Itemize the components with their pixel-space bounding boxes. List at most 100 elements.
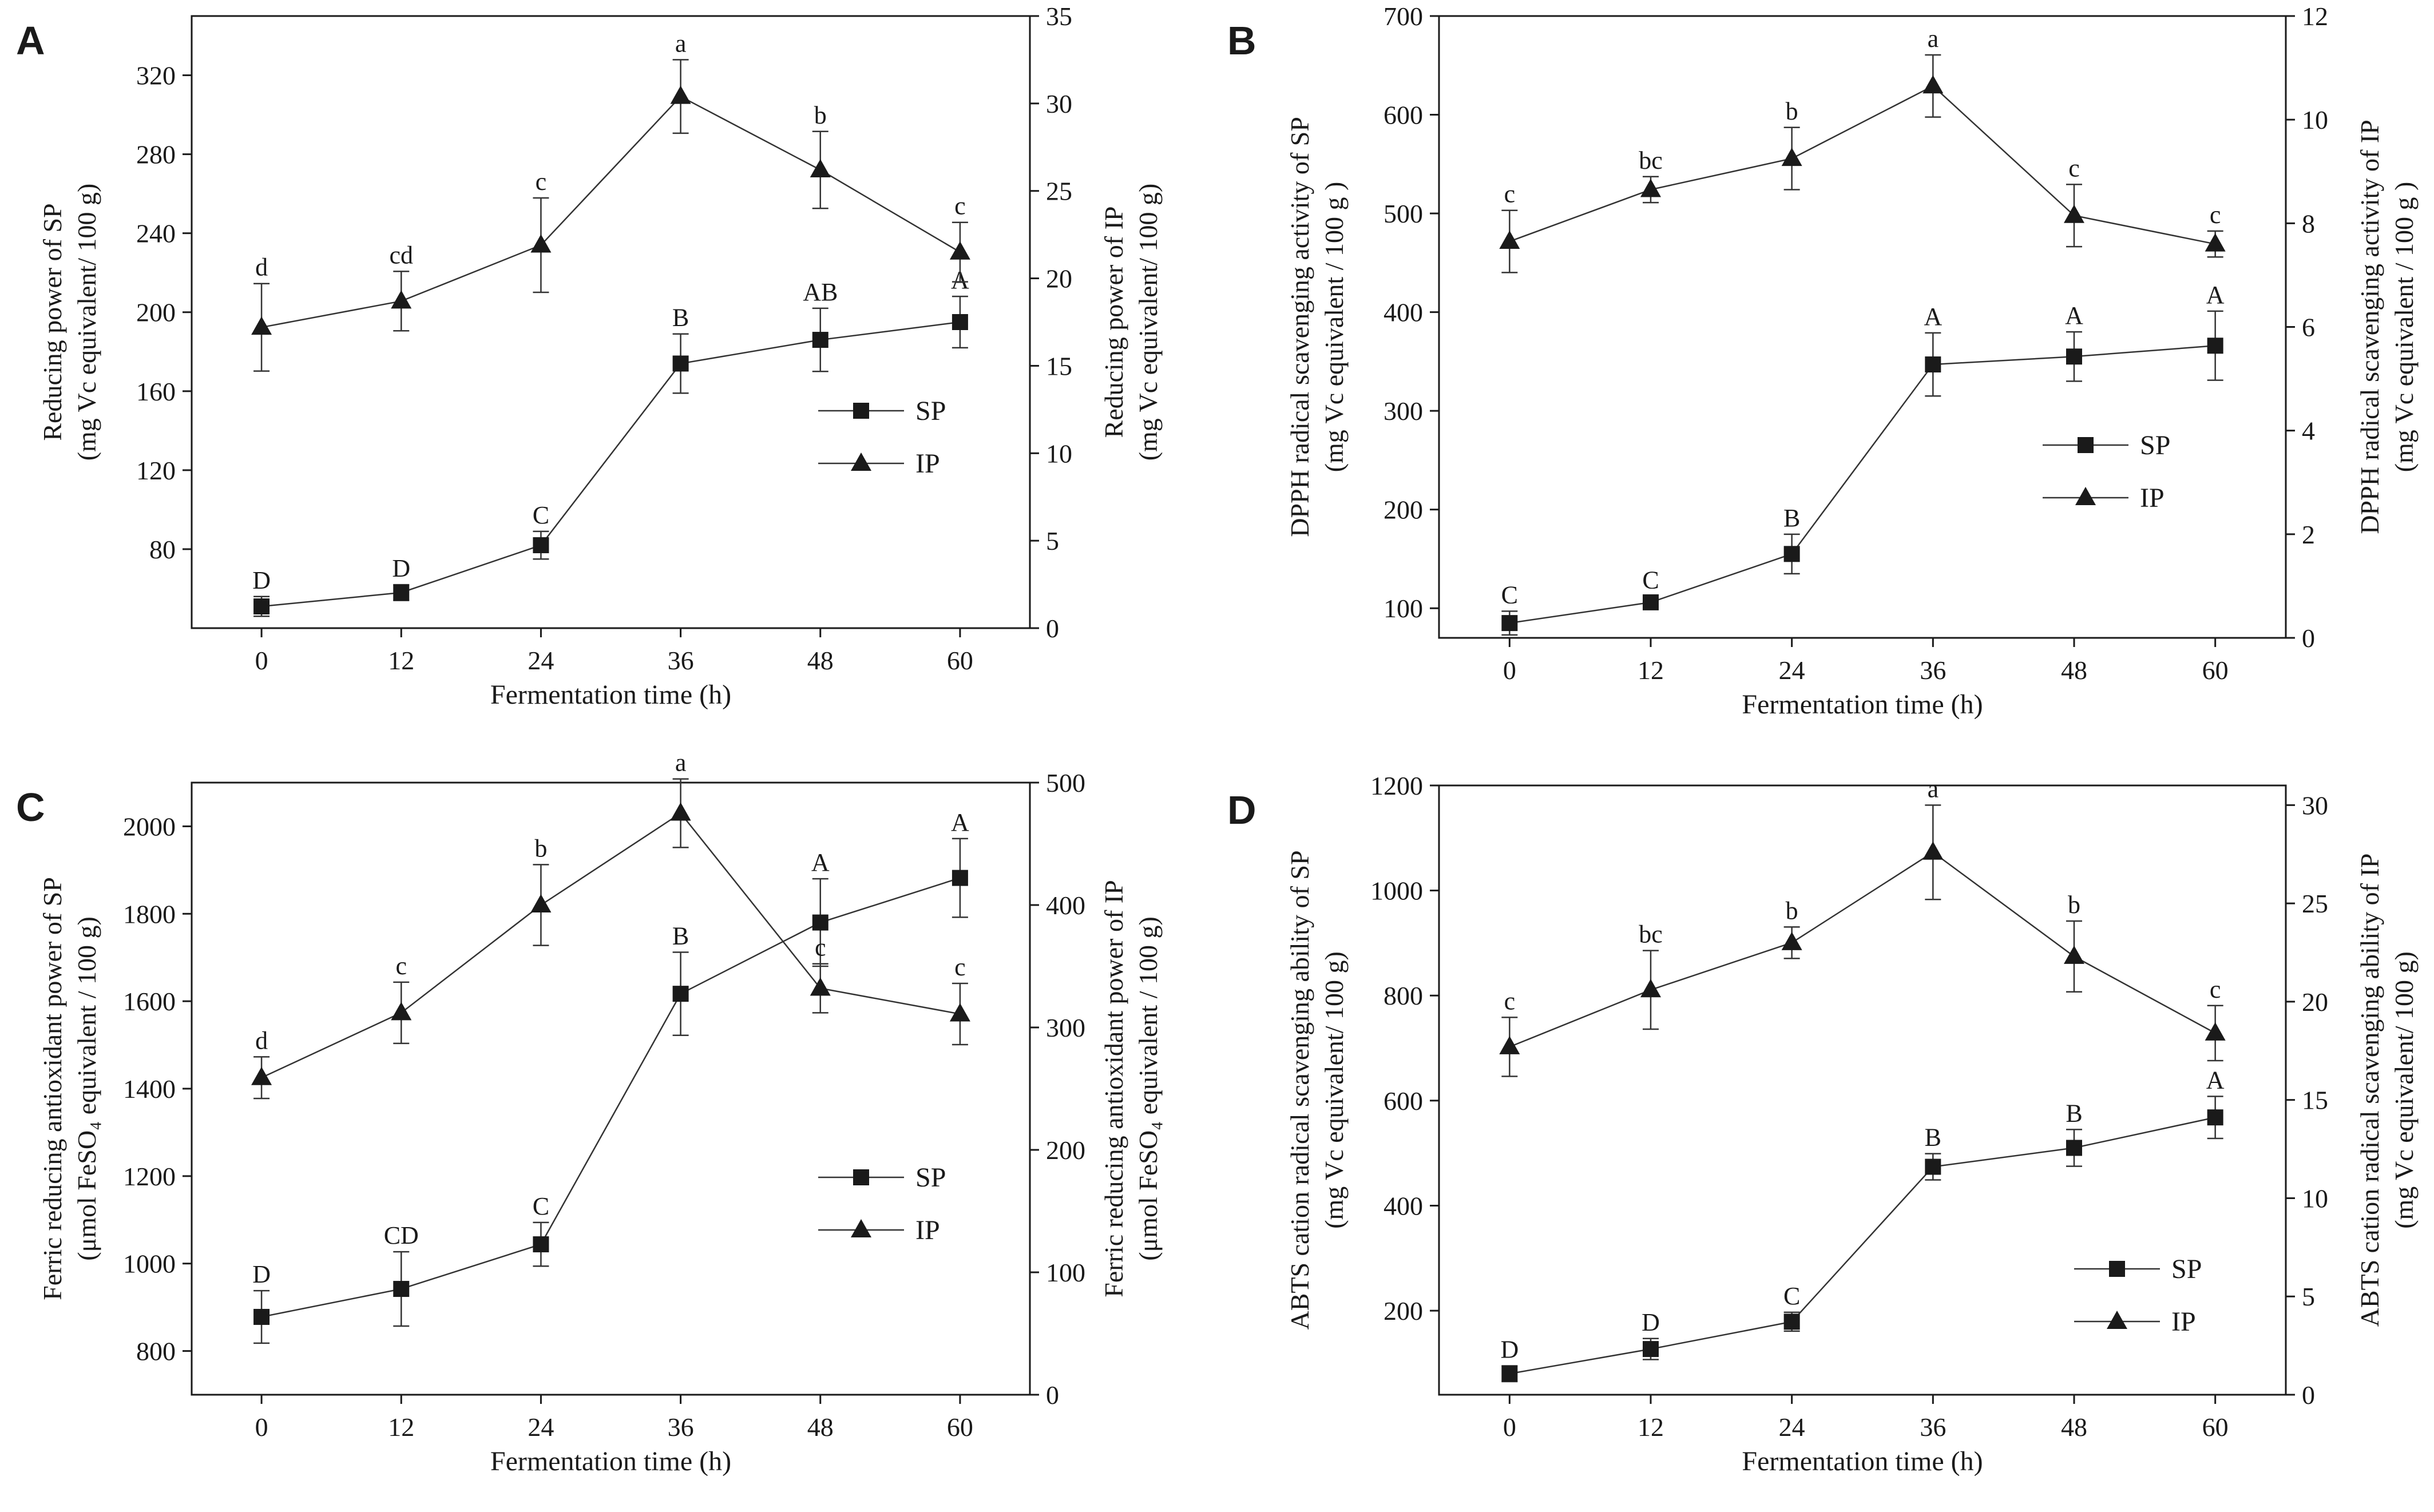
y-left-tick-label: 600 [1384,1086,1423,1116]
legend-marker [851,453,871,471]
y-right-tick-label: 500 [1046,768,1085,797]
significance-letter: C [1642,566,1659,594]
data-point [2207,338,2223,354]
significance-letter: a [675,749,687,777]
data-point [530,234,552,253]
legend-marker [853,1169,869,1185]
series-line [1509,85,2215,245]
x-tick-label: 12 [1638,656,1664,685]
series-line [1509,345,2215,624]
significance-letter: c [2210,201,2221,229]
legend-label: SP [915,1162,946,1193]
significance-letter: D [392,554,410,582]
significance-letter: A [2206,281,2225,309]
y-left-tick-label: 1800 [123,899,176,928]
data-point [2066,1140,2082,1156]
y-right-tick-label: 35 [1046,2,1072,31]
x-tick-label: 12 [388,646,414,675]
y-left-tick-label: 500 [1384,199,1423,228]
legend-label: SP [2171,1254,2202,1284]
significance-letter: D [252,566,271,594]
y-left-axis-label: ABTS cation radical scavenging ability o… [1285,850,1349,1330]
data-point [1783,1313,1800,1330]
significance-letter: d [255,253,268,281]
panel-letter: A [16,18,45,63]
y-right-tick-label: 5 [1046,526,1059,555]
legend-label: IP [2171,1307,2196,1337]
data-point [670,802,691,821]
significance-letter: b [1786,97,1798,125]
significance-letter: c [395,952,407,980]
y-right-tick-label: 0 [2302,624,2315,653]
data-point [1640,979,1661,998]
significance-letter: bc [1639,920,1663,949]
significance-letter: a [1928,25,1939,53]
x-tick-label: 0 [1503,656,1516,685]
y-left-tick-label: 800 [136,1337,176,1366]
y-left-tick-label: 1600 [123,987,176,1016]
plot-frame [1438,784,2287,1396]
x-tick-label: 60 [947,1412,973,1442]
data-point [670,85,691,104]
significance-letter: B [1783,504,1800,532]
data-point [1783,546,1800,562]
data-point [530,894,552,912]
x-tick-label: 24 [1779,1412,1805,1442]
significance-letter: A [1924,303,1942,331]
data-point [949,241,970,260]
data-point [1922,841,1944,860]
series-line [261,877,961,1318]
y-right-tick-label: 10 [2302,1184,2328,1213]
x-tick-label: 36 [1920,656,1946,685]
significance-letter: A [951,808,969,836]
y-left-tick-label: 300 [1384,396,1423,426]
significance-letter: c [815,934,826,962]
y-left-tick-label: 400 [1384,298,1423,327]
legend: SP IP [818,396,946,479]
x-tick-label: 36 [668,1412,694,1442]
y-left-tick-label: 600 [1384,101,1423,130]
x-tick-label: 48 [807,1412,834,1442]
series-line [1509,851,2216,1048]
y-right-tick-label: 20 [2302,987,2328,1017]
x-tick-label: 24 [528,1412,554,1442]
data-point [1925,356,1941,373]
data-point [1501,615,1518,632]
legend-marker [853,403,869,419]
x-axis-label: Fermentation time (h) [490,1446,731,1477]
y-left-tick-label: 280 [136,140,176,169]
data-point [533,537,549,554]
significance-letter: bc [1639,146,1663,174]
legend-marker [851,1219,871,1237]
panel-letter: B [1227,18,1256,63]
data-point [810,977,831,996]
y-right-tick-label: 2 [2302,520,2315,549]
data-point [1499,231,1520,249]
y-left-tick-label: 240 [136,219,176,248]
series-ip: d c b a c c [251,749,970,1100]
x-tick-label: 0 [1503,1412,1516,1442]
legend-marker [2109,1261,2125,1277]
y-left-tick-label: 200 [1384,495,1423,525]
series-ip: d cd c a b c [251,29,970,372]
y-right-tick-label: 15 [1046,351,1072,380]
x-axis-label: Fermentation time (h) [1742,689,1983,720]
x-tick-label: 60 [947,646,973,675]
y-left-tick-label: 1400 [123,1074,176,1104]
x-tick-label: 48 [2061,1412,2087,1442]
significance-letter: c [536,168,547,196]
significance-letter: c [2068,154,2080,182]
x-tick-label: 12 [388,1412,414,1442]
y-right-tick-label: 10 [2302,105,2328,134]
data-point [2064,945,2084,964]
x-tick-label: 12 [1638,1412,1664,1442]
data-point [949,1003,970,1022]
y-right-tick-label: 25 [1046,177,1072,206]
legend-marker [2078,437,2094,453]
significance-letter: d [255,1026,268,1054]
legend: SP IP [2043,430,2170,513]
significance-letter: c [2210,975,2221,1003]
data-point [251,316,272,335]
